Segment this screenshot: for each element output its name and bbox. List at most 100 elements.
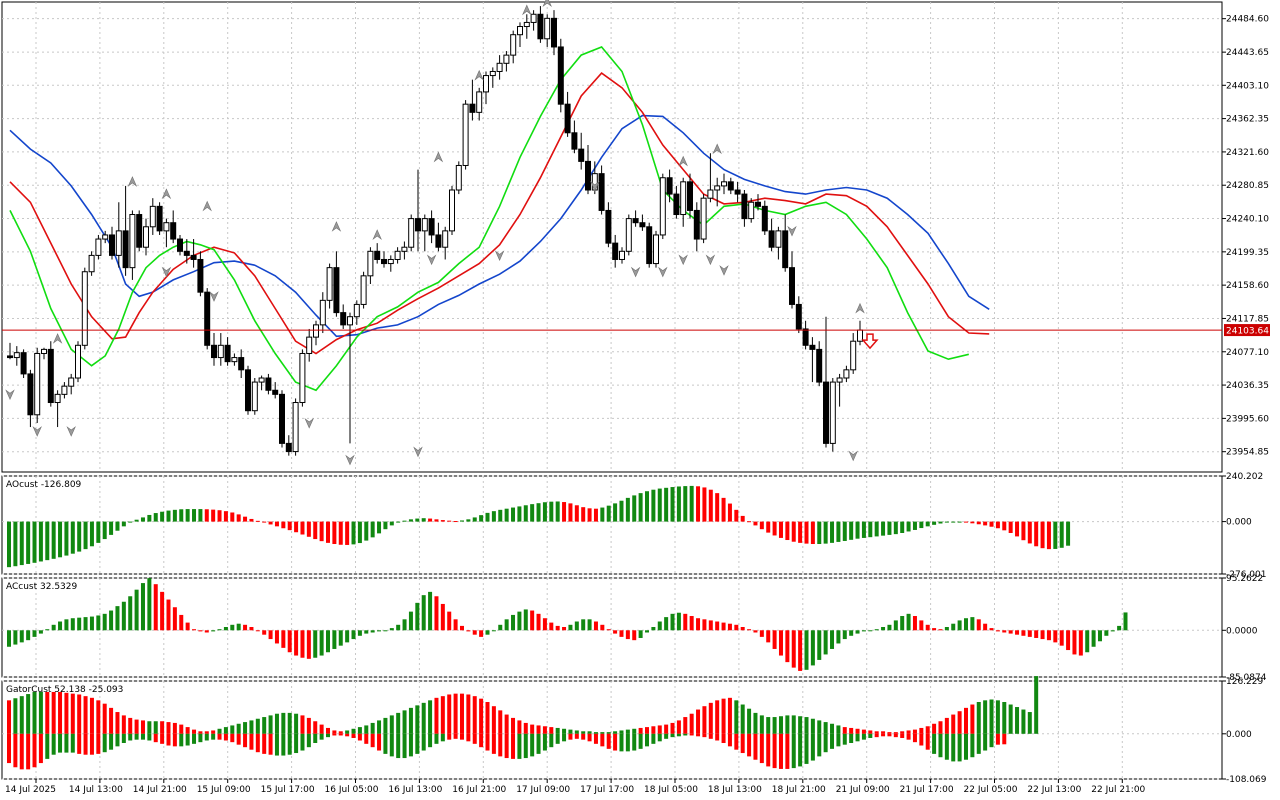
price-panel[interactable]: 24484.60 24443.65 24403.10 24362.35 24321.60… xyxy=(1,0,1270,473)
candle[interactable] xyxy=(415,169,421,252)
ac-panel[interactable]: 95.2622 0.0000 -85.0874 ACcust 32.5329 xyxy=(1,574,1267,683)
candle[interactable] xyxy=(319,292,326,334)
candle[interactable] xyxy=(251,378,258,415)
candle[interactable] xyxy=(483,71,489,105)
candle[interactable] xyxy=(557,38,564,113)
candle[interactable] xyxy=(578,132,585,170)
candle[interactable] xyxy=(224,337,231,366)
candle[interactable] xyxy=(530,10,537,31)
candle[interactable] xyxy=(143,218,149,256)
candle[interactable] xyxy=(13,346,20,366)
candle[interactable] xyxy=(489,67,496,88)
candle[interactable] xyxy=(428,210,435,244)
candle[interactable] xyxy=(843,365,850,383)
candle[interactable] xyxy=(809,337,816,383)
candle[interactable] xyxy=(340,304,347,329)
candle[interactable] xyxy=(455,161,462,195)
candle[interactable] xyxy=(510,30,517,64)
candle[interactable] xyxy=(61,382,68,399)
candle[interactable] xyxy=(115,202,122,268)
candle[interactable] xyxy=(231,353,238,366)
candle[interactable] xyxy=(68,373,75,395)
candle[interactable] xyxy=(313,320,319,346)
candle[interactable] xyxy=(775,226,782,260)
candle[interactable] xyxy=(381,251,387,268)
candle[interactable] xyxy=(544,14,551,47)
candle[interactable] xyxy=(333,251,340,317)
candle[interactable] xyxy=(360,271,367,309)
candle[interactable] xyxy=(469,79,476,121)
candle[interactable] xyxy=(789,251,795,309)
candle[interactable] xyxy=(306,328,313,362)
candle[interactable] xyxy=(27,369,34,428)
candle[interactable] xyxy=(653,230,659,268)
candle[interactable] xyxy=(408,214,415,252)
candle[interactable] xyxy=(122,185,129,276)
candle[interactable] xyxy=(693,202,700,252)
candle[interactable] xyxy=(700,194,707,244)
candle[interactable] xyxy=(598,165,605,215)
candle[interactable] xyxy=(714,177,721,207)
candle[interactable] xyxy=(476,87,483,121)
candle[interactable] xyxy=(741,190,748,227)
candle[interactable] xyxy=(47,341,54,407)
candle[interactable] xyxy=(496,55,503,80)
candle[interactable] xyxy=(537,6,544,43)
candle[interactable] xyxy=(462,100,469,170)
candle[interactable] xyxy=(707,153,714,203)
candle[interactable] xyxy=(768,218,775,252)
candle[interactable] xyxy=(136,210,143,252)
candle[interactable] xyxy=(646,222,653,268)
candle[interactable] xyxy=(666,169,673,203)
candle[interactable] xyxy=(659,173,666,240)
candle[interactable] xyxy=(442,226,449,260)
candle[interactable] xyxy=(177,234,183,256)
candle[interactable] xyxy=(836,373,843,407)
candle[interactable] xyxy=(850,333,857,374)
candle[interactable] xyxy=(7,342,13,360)
candle[interactable] xyxy=(217,333,224,366)
candle[interactable] xyxy=(782,214,789,272)
candle[interactable] xyxy=(292,398,299,456)
candle[interactable] xyxy=(823,316,829,448)
candle[interactable] xyxy=(149,198,156,235)
candle[interactable] xyxy=(585,145,591,195)
candle[interactable] xyxy=(449,185,455,235)
candle[interactable] xyxy=(41,347,47,360)
candle[interactable] xyxy=(353,300,360,325)
candle[interactable] xyxy=(687,173,693,219)
candle[interactable] xyxy=(829,378,836,452)
candle[interactable] xyxy=(129,210,136,280)
candle[interactable] xyxy=(170,210,177,244)
candle[interactable] xyxy=(238,349,245,378)
ao-panel[interactable]: 240.202 0.000 -276.001 AOcust -126.809 xyxy=(1,472,1266,580)
candle[interactable] xyxy=(571,120,578,154)
candle[interactable] xyxy=(204,288,211,350)
candle[interactable] xyxy=(639,214,646,231)
candle[interactable] xyxy=(272,382,279,399)
candle[interactable] xyxy=(102,230,109,244)
candle[interactable] xyxy=(75,341,81,383)
candle[interactable] xyxy=(156,202,163,235)
candle[interactable] xyxy=(183,239,190,264)
candle[interactable] xyxy=(394,247,401,264)
candle[interactable] xyxy=(748,198,755,223)
candle[interactable] xyxy=(632,210,639,227)
candle[interactable] xyxy=(605,202,612,248)
candle[interactable] xyxy=(401,241,408,260)
candle[interactable] xyxy=(285,435,292,456)
candle[interactable] xyxy=(387,255,394,272)
candle[interactable] xyxy=(245,365,251,415)
candle[interactable] xyxy=(612,234,619,268)
candle[interactable] xyxy=(190,239,197,268)
candle[interactable] xyxy=(564,91,571,137)
candle[interactable] xyxy=(680,177,687,227)
candle[interactable] xyxy=(163,218,170,248)
candle[interactable] xyxy=(795,296,802,334)
candle[interactable] xyxy=(421,214,428,252)
candle[interactable] xyxy=(727,177,734,195)
candle[interactable] xyxy=(20,349,27,378)
candle[interactable] xyxy=(755,194,761,211)
gator-panel[interactable]: 126.229 0.000 -108.069 GatorCust 52.138 -25… xyxy=(1,676,1267,785)
